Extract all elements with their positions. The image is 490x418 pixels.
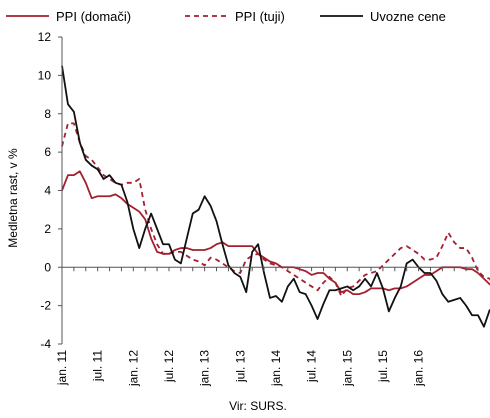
x-tick-label: jan. 11 [55, 350, 69, 386]
x-tick-label: jan. 15 [340, 350, 354, 387]
axes-layer: -4 -2 0 2 4 6 8 10 12 jan. 11 jul. 11 jan. 12 jul. 1… [38, 30, 479, 387]
y-tick-label: 6 [44, 145, 51, 159]
source-note: Vir: SURS. [229, 399, 287, 413]
y-tick-label: 10 [38, 68, 52, 82]
y-tick-label: -2 [40, 299, 51, 313]
legend-label: Uvozne cene [370, 9, 446, 24]
y-tick-label: 0 [44, 260, 51, 274]
series-line-2 [61, 122, 490, 297]
x-tick-label: jul. 12 [162, 350, 176, 383]
legend-label: PPI (domači) [56, 9, 131, 24]
legend-label: PPI (tuji) [235, 9, 285, 24]
x-tick-label: jan. 12 [126, 350, 140, 387]
x-tick-label: jul. 13 [233, 350, 247, 383]
legend-item-3: Uvozne cene [320, 9, 446, 24]
x-tick-label: jan. 16 [412, 350, 426, 387]
y-tick-label: 2 [44, 222, 51, 236]
y-tick-label: 4 [44, 184, 51, 198]
series-layer [61, 65, 490, 328]
y-tick-label: -4 [40, 337, 51, 351]
y-tick-label: 12 [38, 30, 52, 44]
x-tick-label: jul. 11 [91, 350, 105, 382]
x-tick-label: jul. 15 [376, 350, 390, 383]
series-line-3 [61, 65, 490, 328]
x-tick-label: jul. 14 [305, 350, 319, 383]
legend-item-2: PPI (tuji) [185, 9, 285, 24]
legend: PPI (domači) PPI (tuji) Uvozne cene [6, 9, 446, 24]
x-tick-label: jan. 13 [198, 350, 212, 387]
x-tick-label: jan. 14 [269, 350, 283, 387]
y-axis-title: Medletna rast, v % [6, 148, 20, 248]
legend-item-1: PPI (domači) [6, 9, 131, 24]
y-tick-label: 8 [44, 107, 51, 121]
series-line-1 [61, 170, 490, 296]
